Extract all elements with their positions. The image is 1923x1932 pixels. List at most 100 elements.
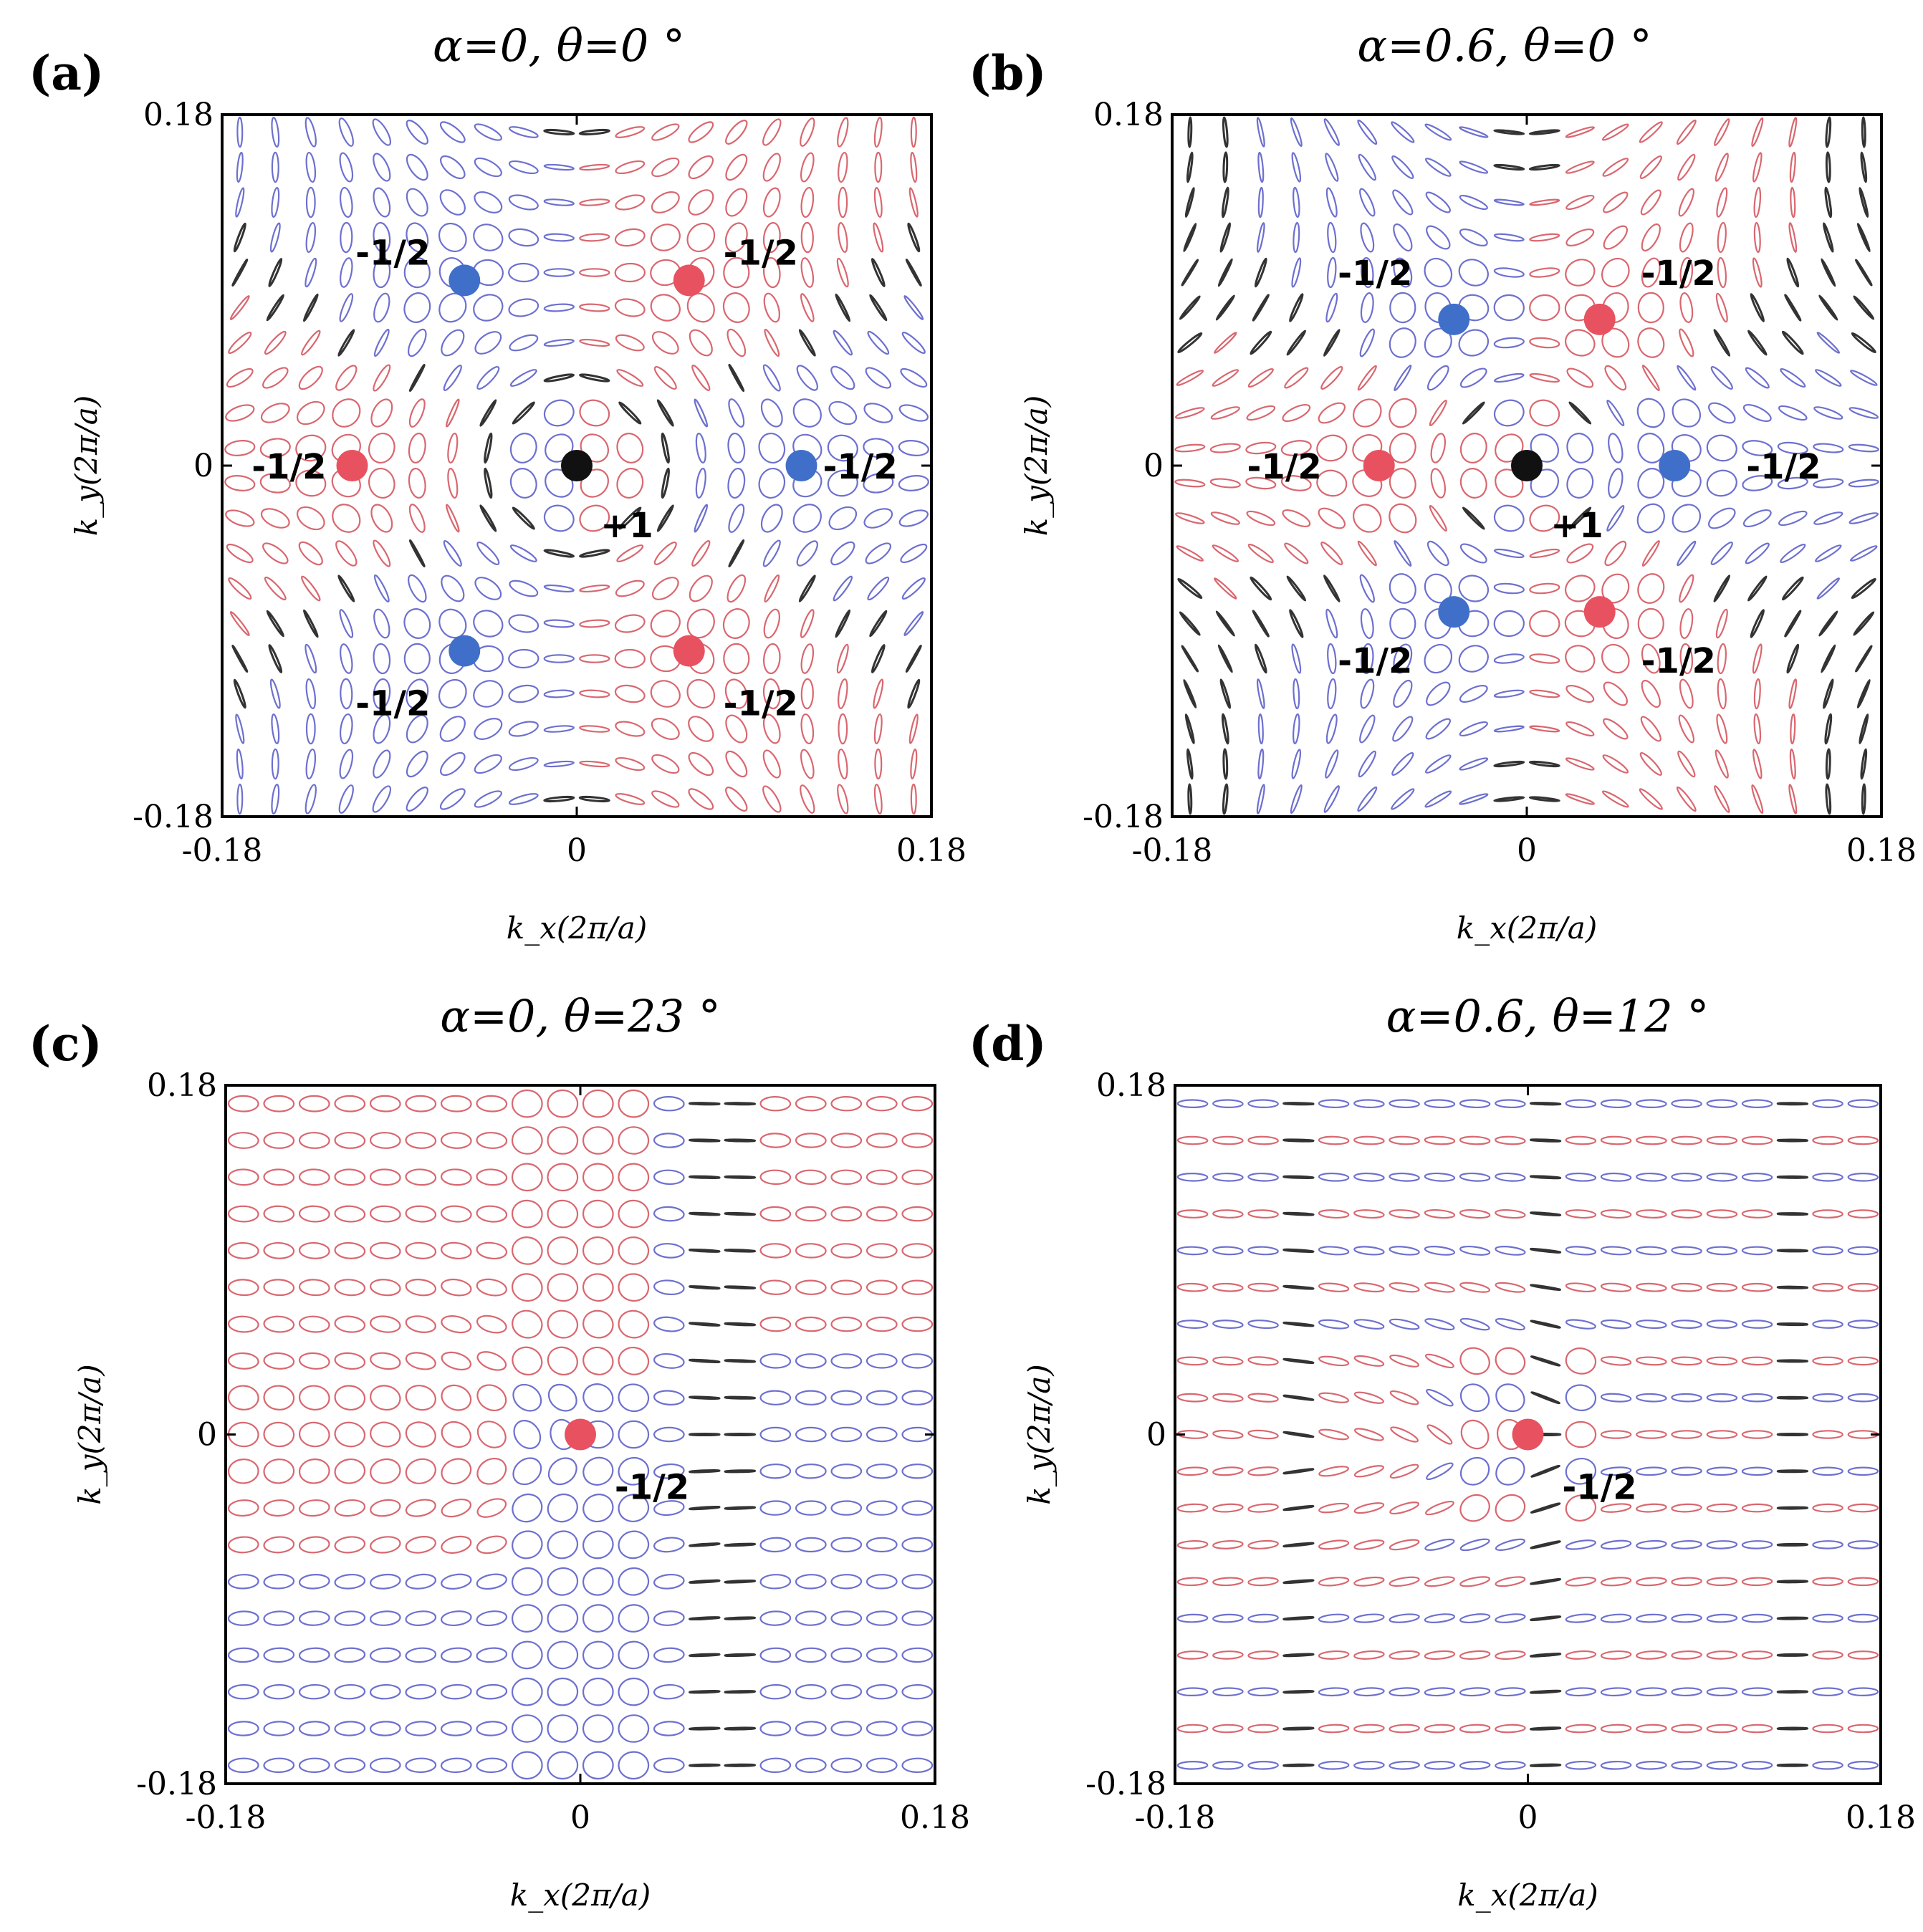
polarization-ellipse [511, 1199, 543, 1229]
polarization-ellipse [1424, 1650, 1456, 1660]
polarization-ellipse [689, 1653, 721, 1658]
polarization-ellipse [830, 1243, 863, 1259]
polarization-ellipse [1822, 678, 1834, 709]
polarization-ellipse [227, 1536, 259, 1554]
polarization-ellipse [476, 1421, 507, 1448]
polarization-field [227, 1089, 934, 1780]
polarization-ellipse [1176, 1466, 1209, 1476]
polarization-ellipse [235, 713, 245, 744]
polarization-ellipse [1745, 367, 1770, 389]
polarization-ellipse [1861, 783, 1866, 815]
polarization-ellipse [760, 398, 783, 428]
polarization-ellipse [1179, 611, 1201, 636]
polarization-ellipse [1529, 267, 1560, 278]
polarization-ellipse [759, 1757, 792, 1774]
polarization-ellipse [334, 1385, 366, 1410]
polarization-ellipse [828, 506, 858, 531]
polarization-ellipse [1176, 1393, 1209, 1403]
polarization-ellipse [1459, 1456, 1490, 1486]
polarization-ellipse [1778, 510, 1808, 527]
polarization-ellipse [543, 338, 575, 347]
polarization-ellipse [1389, 1318, 1420, 1330]
polarization-ellipse [305, 151, 317, 183]
polarization-ellipse [1706, 1282, 1738, 1292]
polarization-ellipse [408, 467, 426, 499]
polarization-ellipse [262, 542, 289, 564]
polarization-ellipse [1357, 365, 1377, 391]
polarization-ellipse [1565, 1282, 1597, 1293]
polarization-ellipse [1389, 433, 1416, 463]
polarization-ellipse [762, 539, 781, 567]
polarization-ellipse [226, 543, 254, 564]
polarization-ellipse [512, 1309, 543, 1339]
polarization-ellipse [1353, 504, 1382, 533]
polarization-ellipse [759, 1133, 792, 1148]
charge-label: -1/2 [1247, 447, 1322, 487]
x-axis-label: k_x(2π/a) [1457, 1878, 1598, 1913]
polarization-ellipse [1784, 294, 1802, 322]
polarization-ellipse [1495, 1456, 1525, 1486]
polarization-ellipse [1812, 1172, 1843, 1182]
polarization-ellipse [405, 1205, 437, 1223]
polarization-ellipse [403, 292, 431, 323]
polarization-ellipse [653, 1647, 685, 1663]
polarization-ellipse [1750, 293, 1765, 322]
polarization-ellipse [263, 1499, 295, 1517]
polarization-ellipse [1282, 1542, 1315, 1548]
polarization-ellipse [724, 1726, 757, 1731]
polarization-ellipse [615, 334, 645, 352]
polarization-ellipse [1282, 1689, 1315, 1694]
polarization-ellipse [1462, 401, 1485, 425]
polarization-ellipse [547, 1273, 579, 1302]
polarization-ellipse [1600, 1209, 1632, 1219]
polarization-ellipse [1566, 367, 1594, 388]
polarization-ellipse [1565, 793, 1595, 805]
y-tick-label: -0.18 [1085, 1766, 1166, 1802]
polarization-ellipse [373, 608, 390, 639]
polarization-ellipse [725, 750, 748, 778]
polarization-ellipse [1847, 1209, 1879, 1219]
polarization-ellipse [227, 1458, 259, 1484]
polarization-ellipse [653, 1464, 685, 1479]
polarization-ellipse [1360, 222, 1375, 253]
polarization-ellipse [796, 365, 818, 391]
polarization-ellipse [830, 1169, 863, 1186]
polarization-ellipse [263, 1721, 295, 1736]
polarization-ellipse [1600, 1099, 1632, 1109]
polarization-ellipse [1565, 1539, 1596, 1550]
polarization-ellipse [795, 1353, 827, 1369]
polarization-ellipse [830, 1757, 863, 1774]
polarization-ellipse [1637, 292, 1664, 324]
polarization-ellipse [1186, 748, 1194, 780]
polarization-ellipse [476, 1278, 507, 1297]
polarization-ellipse [369, 1721, 401, 1736]
polarization-ellipse [1459, 1099, 1491, 1109]
polarization-ellipse [373, 643, 391, 675]
polarization-ellipse [873, 713, 883, 745]
polarization-ellipse [1327, 256, 1337, 289]
polarization-ellipse [1717, 256, 1727, 289]
polarization-ellipse [1389, 1209, 1420, 1219]
polarization-ellipse [440, 751, 466, 777]
charge-label: -1/2 [1641, 254, 1716, 294]
polarization-ellipse [1174, 443, 1206, 453]
polarization-ellipse [1353, 1319, 1385, 1330]
polarization-ellipse [689, 1285, 721, 1290]
polarization-ellipse [579, 584, 610, 593]
polarization-ellipse [874, 151, 883, 183]
polarization-ellipse [874, 748, 883, 780]
polarization-ellipse [1212, 369, 1239, 387]
polarization-ellipse [867, 330, 890, 355]
polarization-ellipse [438, 678, 467, 709]
polarization-ellipse [1495, 1347, 1526, 1375]
polarization-ellipse [405, 1683, 437, 1700]
polarization-ellipse [405, 1132, 437, 1149]
polarization-ellipse [724, 678, 748, 709]
polarization-ellipse [1361, 256, 1374, 289]
singularity-dot [561, 450, 593, 481]
polarization-ellipse [1424, 1246, 1456, 1256]
polarization-ellipse [1459, 1135, 1491, 1145]
polarization-ellipse [1176, 1760, 1209, 1770]
polarization-ellipse [1459, 160, 1489, 174]
polarization-ellipse [1323, 329, 1341, 357]
